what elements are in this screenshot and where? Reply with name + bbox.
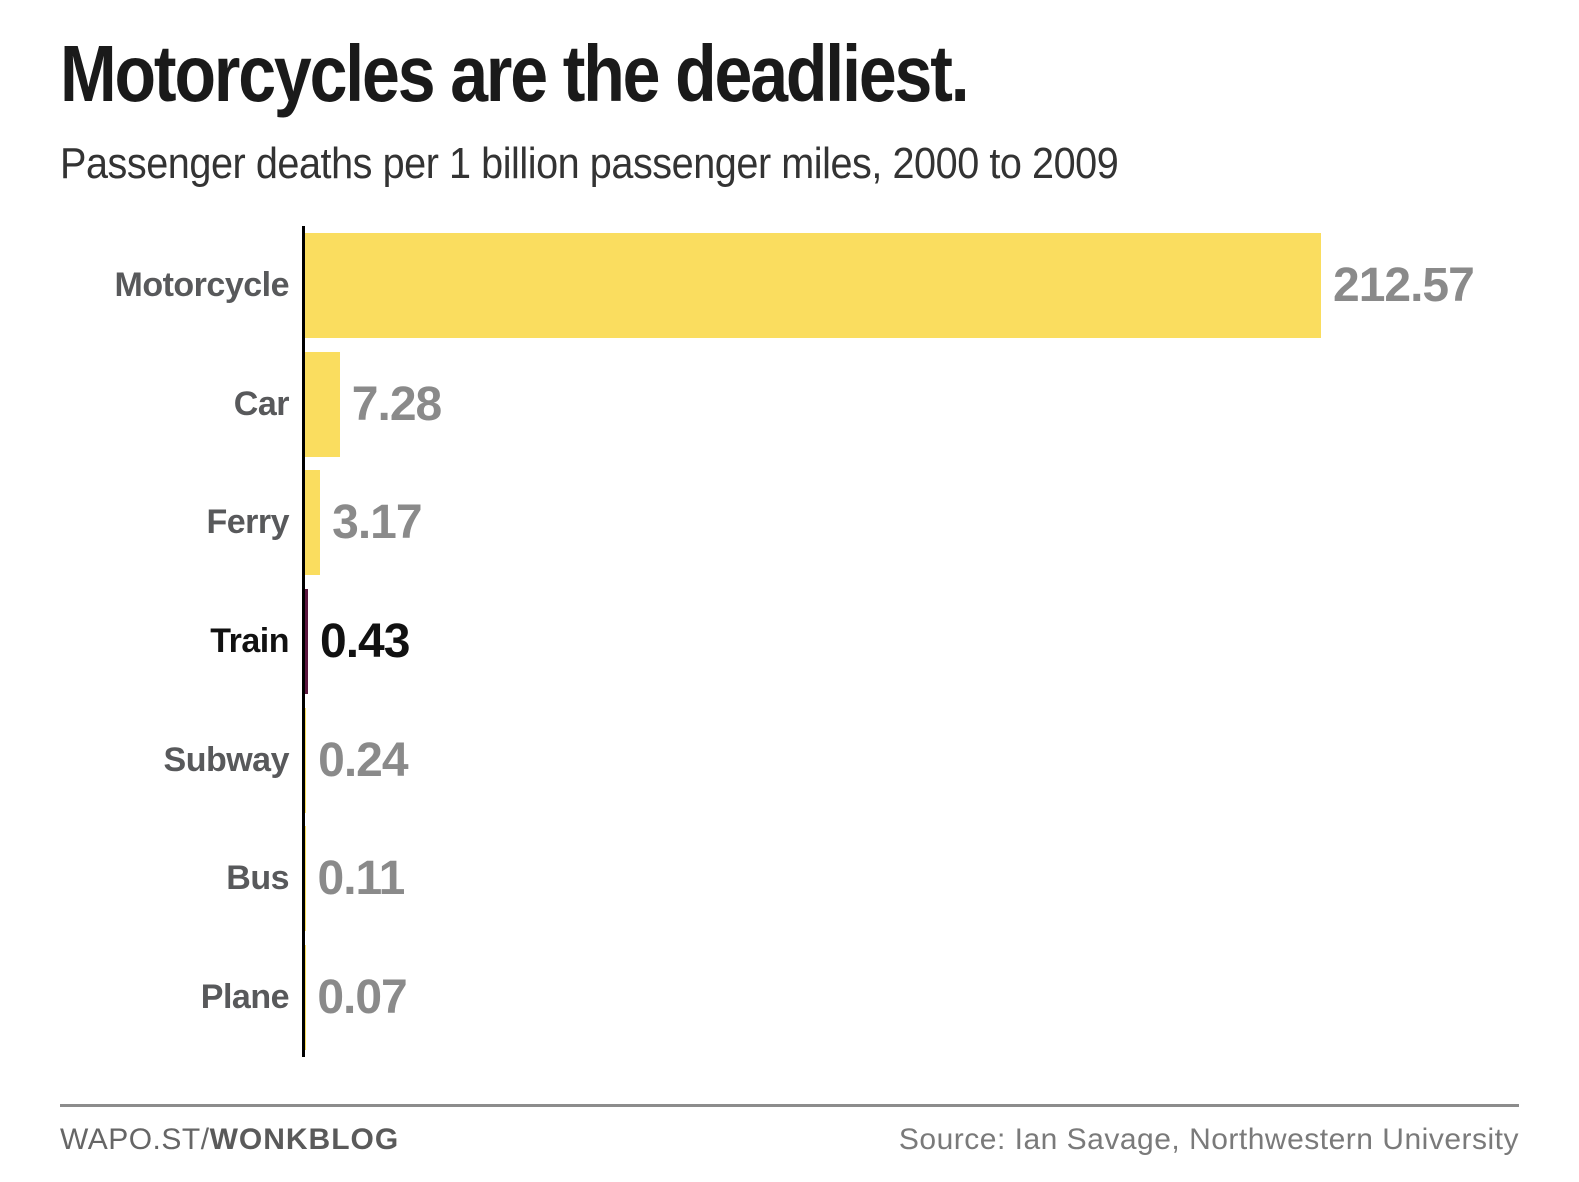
value-label: 0.43 bbox=[320, 614, 410, 668]
category-label: Car bbox=[233, 384, 290, 423]
value-label: 3.17 bbox=[332, 496, 422, 550]
bar bbox=[305, 588, 308, 694]
value-label: 0.24 bbox=[318, 733, 408, 787]
category-label: Motorcycle bbox=[114, 265, 290, 304]
source-credit: Source: Ian Savage, Northwestern Univers… bbox=[898, 1123, 1519, 1156]
chart-row: Car 7.28 bbox=[60, 345, 1519, 464]
category-label: Ferry bbox=[206, 503, 289, 542]
chart-rows: Motorcycle 212.57 Car 7.28 Ferry 3.17 Tr… bbox=[60, 226, 1519, 1057]
chart-subtitle: Passenger deaths per 1 billion passenger… bbox=[60, 139, 1119, 188]
chart-title: Motorcycles are the deadliest. bbox=[60, 29, 970, 118]
bar bbox=[305, 232, 1321, 338]
bar bbox=[305, 470, 321, 576]
category-label: Train bbox=[210, 621, 289, 660]
bar bbox=[305, 826, 306, 932]
bar-track: 0.24 bbox=[305, 701, 1519, 820]
brand-bold: WONKBLOG bbox=[209, 1123, 400, 1156]
value-label: 0.11 bbox=[317, 852, 406, 906]
chart-row: Motorcycle 212.57 bbox=[60, 226, 1519, 345]
category-label: Plane bbox=[200, 977, 290, 1016]
bar-track: 3.17 bbox=[305, 463, 1519, 582]
brand-regular: WAPO.ST/ bbox=[60, 1123, 210, 1156]
bar-track: 0.43 bbox=[305, 582, 1519, 701]
chart-row: Subway 0.24 bbox=[60, 701, 1519, 820]
bar-chart: Motorcycle 212.57 Car 7.28 Ferry 3.17 Tr… bbox=[60, 226, 1519, 1057]
bar-track: 7.28 bbox=[305, 345, 1519, 464]
category-label: Subway bbox=[163, 740, 290, 779]
chart-row: Train 0.43 bbox=[60, 582, 1519, 701]
chart-row: Ferry 3.17 bbox=[60, 463, 1519, 582]
category-label: Bus bbox=[226, 859, 289, 898]
value-label: 0.07 bbox=[317, 970, 407, 1024]
bar-track: 0.11 bbox=[305, 819, 1519, 938]
bar-track: 0.07 bbox=[305, 938, 1519, 1057]
value-label: 212.57 bbox=[1333, 258, 1475, 312]
y-axis-line bbox=[302, 226, 305, 1057]
chart-row: Plane 0.07 bbox=[60, 938, 1519, 1057]
bar bbox=[305, 707, 307, 813]
bar-track: 212.57 bbox=[305, 226, 1519, 345]
value-label: 7.28 bbox=[351, 377, 442, 431]
brand-label: WAPO.ST/WONKBLOG bbox=[60, 1123, 399, 1157]
footer: WAPO.ST/WONKBLOG Source: Ian Savage, Nor… bbox=[60, 1104, 1519, 1157]
chart-row: Bus 0.11 bbox=[60, 819, 1519, 938]
bar bbox=[305, 351, 340, 457]
